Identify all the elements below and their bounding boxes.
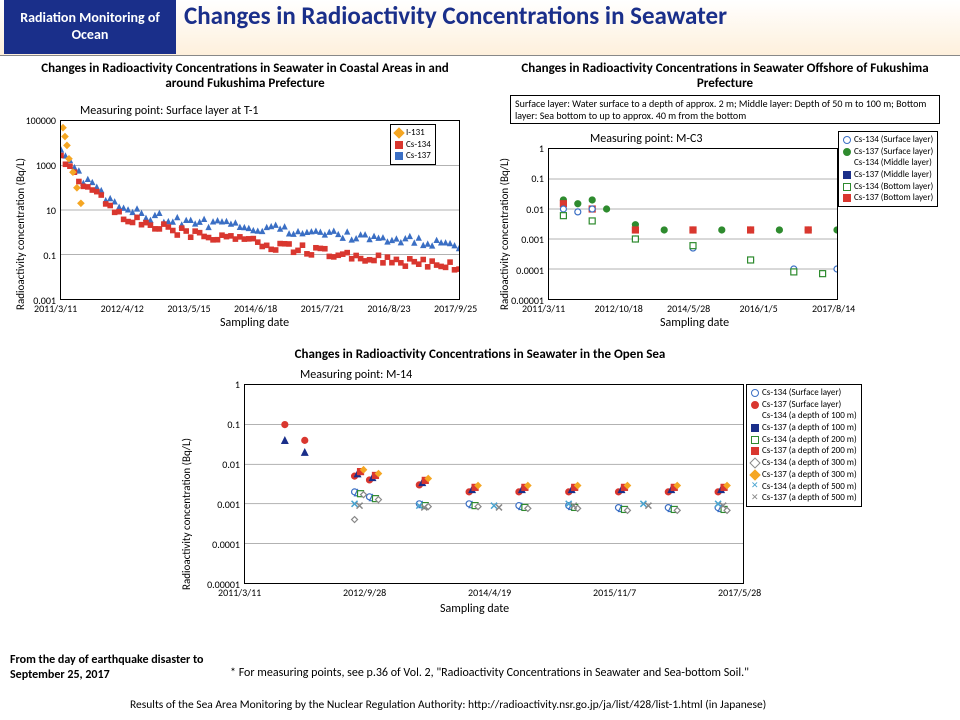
x-tick: 2012/4/12 [101,302,144,315]
footer-source: Results of the Sea Area Monitoring by th… [130,698,766,712]
x-tick: 2017/5/28 [718,586,761,599]
x-tick: 2011/3/11 [218,586,261,599]
x-tick: 2016/8/23 [367,302,410,315]
x-tick: 2014/4/19 [468,586,511,599]
x-tick: 2012/9/28 [343,586,386,599]
legend-item: Cs-137 [395,150,431,162]
x-tick: 2017/8/14 [812,302,855,315]
x-tick: 2017/9/25 [434,302,477,315]
x-tick: 2014/6/18 [234,302,277,315]
footer-note: * For measuring points, see p.36 of Vol.… [230,666,749,680]
y-tick: 0.01 [222,458,240,471]
chart1-xlabel: Sampling date [220,316,289,330]
chart2-legend: Cs-134 (Surface layer)Cs-137 (Surface la… [838,131,938,207]
chart2-ylabel: Radioactivity concentration (Bq/L) [498,158,511,310]
legend-item: Cs-134 (Middle layer) [843,157,933,169]
legend-item: ✕Cs-137 (a depth of 500 m) [751,492,857,504]
legend-item: Cs-137 (a depth of 100 m) [751,422,857,434]
chart1-ylabel: Radioactivity concentration (Bq/L) [14,158,27,310]
chart3-measuring: Measuring point: M-14 [300,368,412,382]
legend-item: Cs-134 (Surface layer) [751,387,857,399]
y-tick: 0.1 [531,172,544,185]
legend-item: ✕Cs-134 (a depth of 500 m) [751,481,857,493]
x-tick: 2012/10/18 [595,302,643,315]
legend-item: Cs-134 (a depth of 300 m) [751,457,857,469]
y-tick: 10 [46,204,56,217]
y-tick: 1 [539,142,544,155]
x-tick: 2011/3/11 [34,302,77,315]
x-tick: 2016/1/5 [740,302,778,315]
chart2-xlabel: Sampling date [660,316,729,330]
y-tick: 0.001 [521,233,544,246]
chart1-legend: I-131Cs-134Cs-137 [390,124,436,165]
chart2-layer-note: Surface layer: Water surface to a depth … [510,95,940,124]
x-tick: 2013/5/15 [167,302,210,315]
legend-item: I-131 [395,127,431,139]
chart1-measuring: Measuring point: Surface layer at T-1 [80,104,259,118]
legend-item: Cs-134 [395,139,431,151]
chart3-plot [244,384,744,584]
legend-item: Cs-137 (Bottom layer) [843,192,933,204]
x-tick: 2014/5/28 [667,302,710,315]
y-tick: 0.0001 [212,538,240,551]
chart2-title: Changes in Radioactivity Concentrations … [510,62,940,92]
x-tick: 2015/7/21 [301,302,344,315]
legend-item: Cs-134 (a depth of 100 m) [751,410,857,422]
section-badge: Radiation Monitoring of Ocean [4,0,176,54]
y-tick: 1000 [36,159,56,172]
chart3-xlabel: Sampling date [440,602,509,616]
page-title: Changes in Radioactivity Concentrations … [184,2,727,30]
y-tick: 0.1 [43,249,56,262]
footer-date-range: From the day of earthquake disaster to S… [10,653,210,682]
y-tick: 0.001 [217,498,240,511]
legend-item: Cs-134 (Bottom layer) [843,181,933,193]
x-tick: 2015/11/7 [593,586,636,599]
legend-item: Cs-134 (Surface layer) [843,134,933,146]
y-tick: 0.0001 [516,264,544,277]
legend-item: Cs-134 (a depth of 200 m) [751,434,857,446]
y-tick: 0.1 [227,418,240,431]
chart3-ylabel: Radioactivity concentration (Bq/L) [180,438,193,590]
legend-item: Cs-137 (a depth of 200 m) [751,445,857,457]
y-tick: 0.01 [526,203,544,216]
legend-item: Cs-137 (Surface layer) [751,399,857,411]
chart1-title: Changes in Radioactivity Concentrations … [30,62,460,92]
legend-item: Cs-137 (Surface layer) [843,146,933,158]
y-tick: 1 [235,378,240,391]
y-tick: 100000 [26,114,56,127]
chart2-plot [548,148,838,300]
chart2-measuring: Measuring point: M-C3 [590,132,703,146]
legend-item: Cs-137 (a depth of 300 m) [751,469,857,481]
x-tick: 2011/3/11 [522,302,565,315]
chart3-title: Changes in Radioactivity Concentrations … [220,348,740,363]
chart3-legend: Cs-134 (Surface layer)Cs-137 (Surface la… [746,384,862,507]
legend-item: Cs-137 (Middle layer) [843,169,933,181]
